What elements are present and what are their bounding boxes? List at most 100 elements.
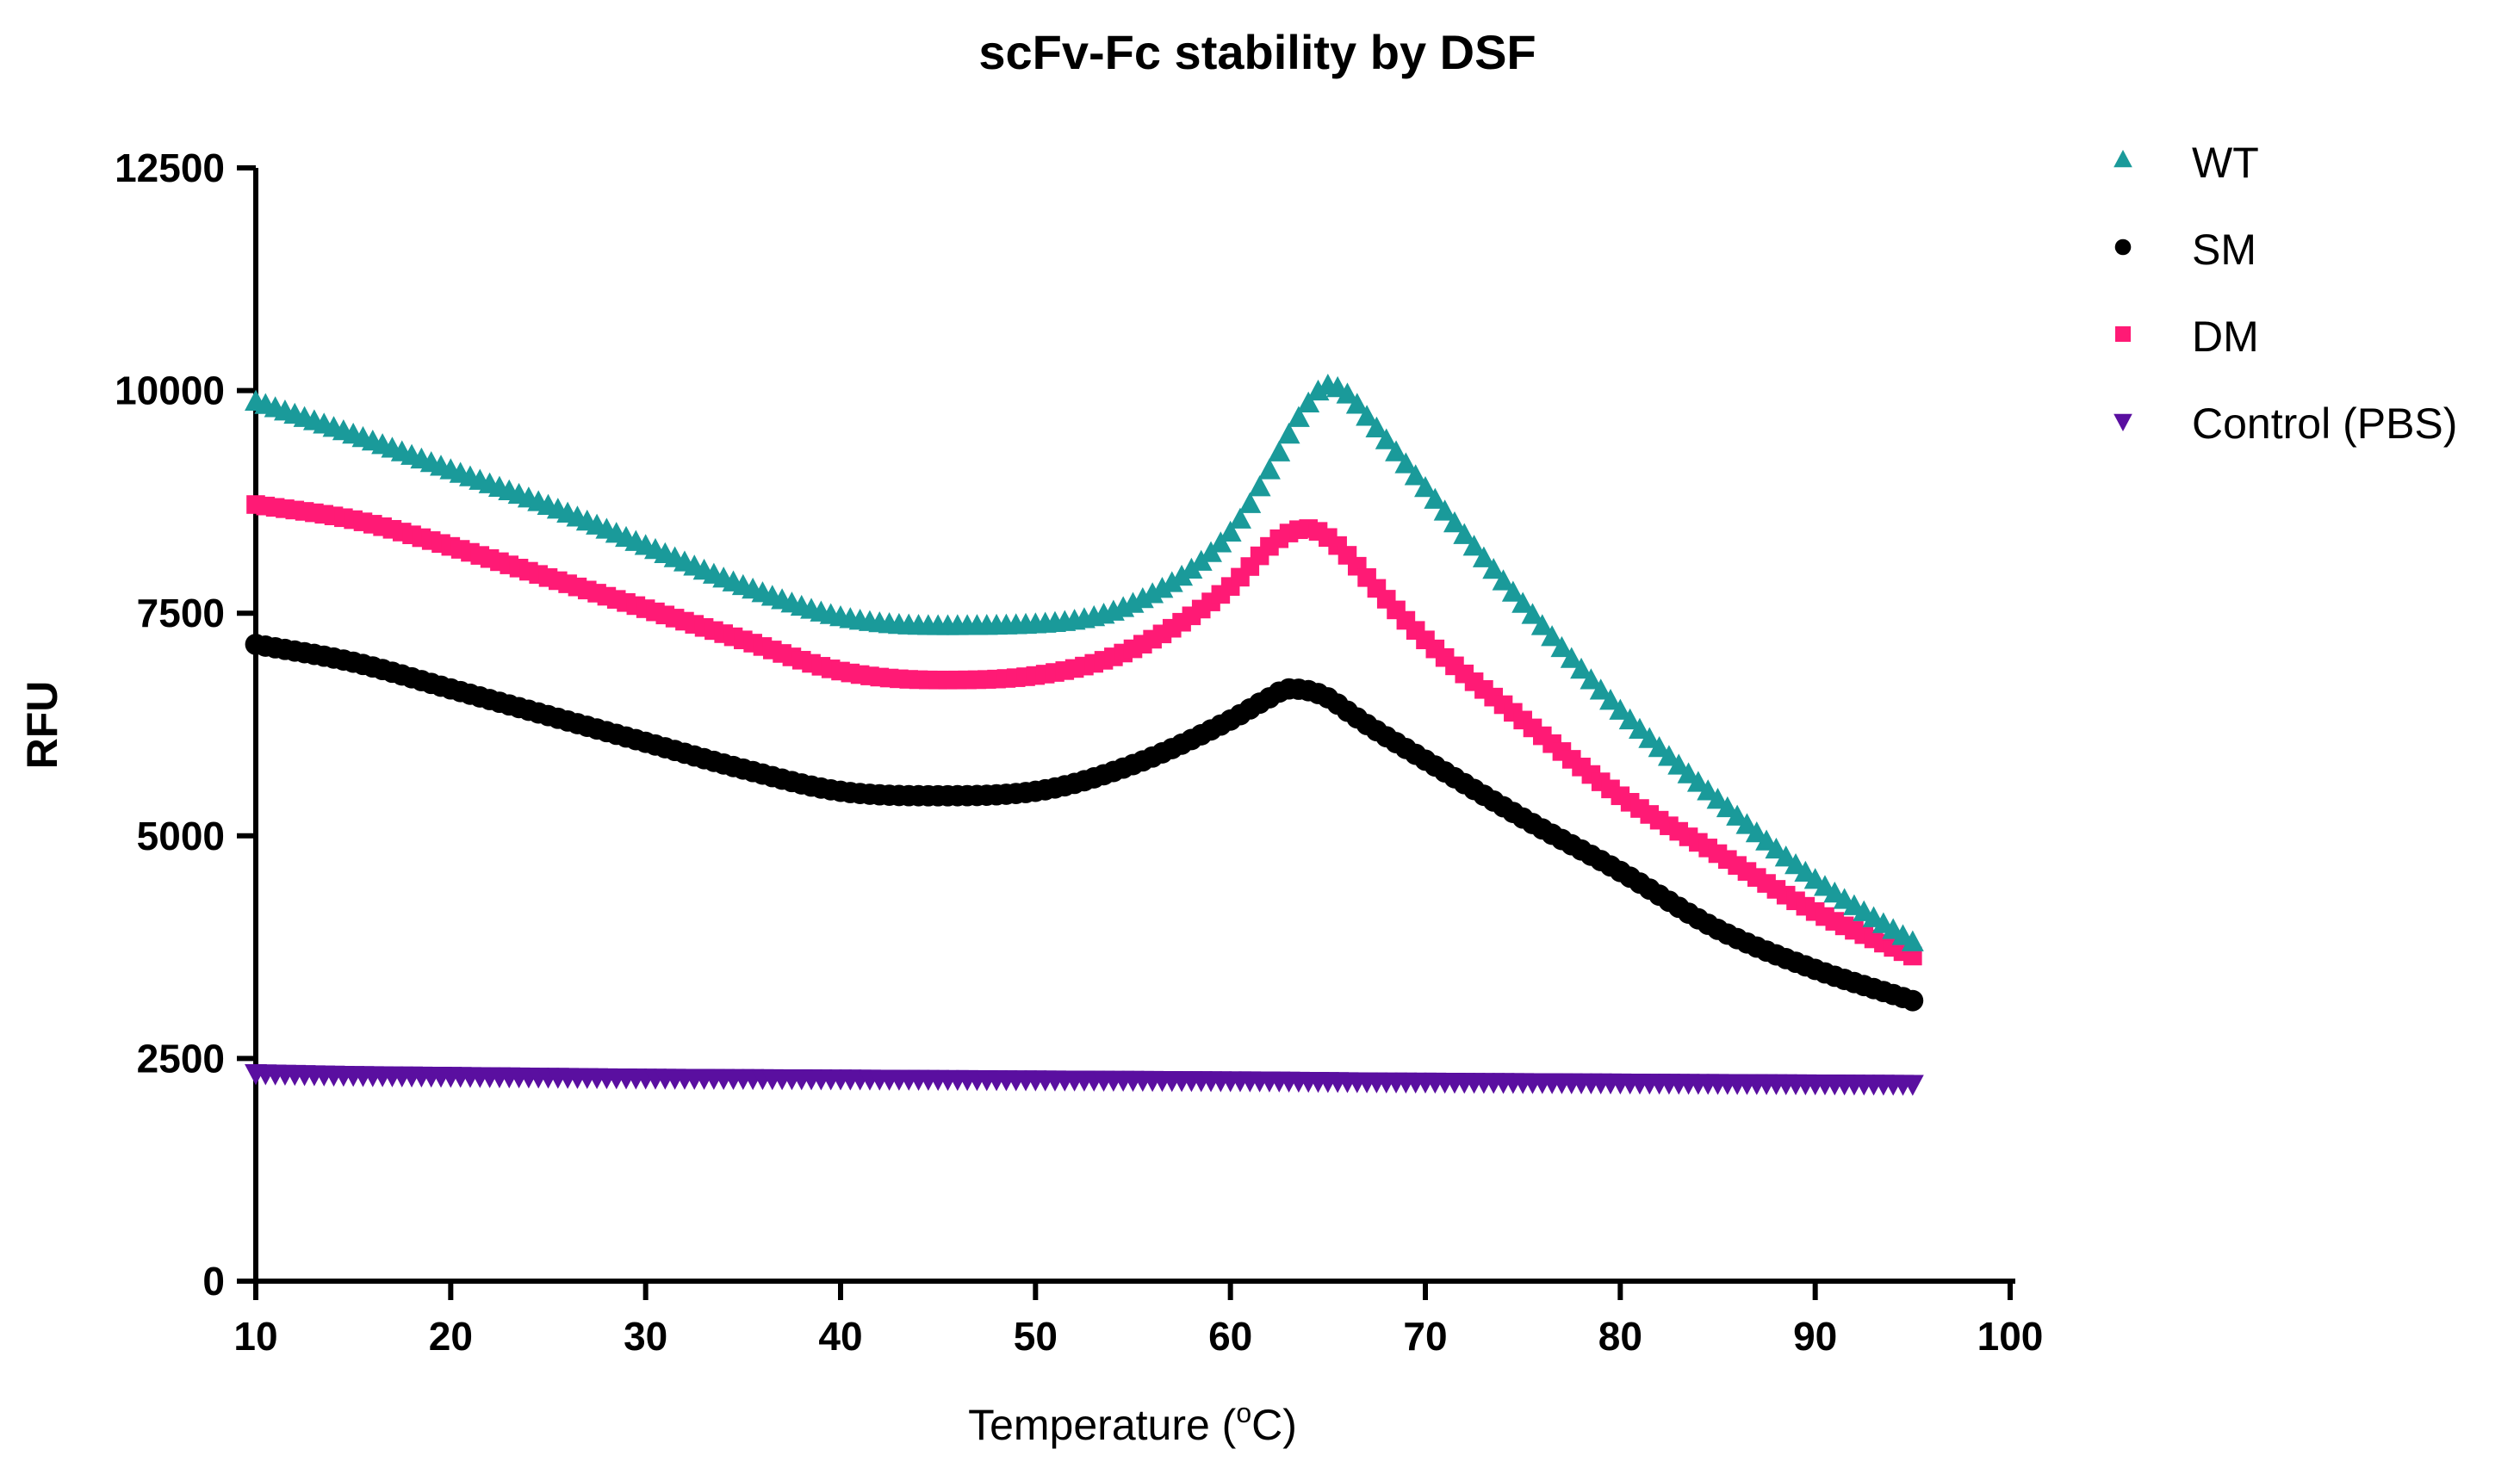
data-point (1453, 523, 1476, 544)
data-point (1375, 428, 1398, 449)
x-tick-label: 50 (1014, 1314, 1058, 1359)
data-point (1667, 753, 1691, 775)
x-tick-label: 30 (624, 1314, 667, 1359)
data-point (1570, 657, 1593, 679)
legend-marker (2115, 326, 2131, 342)
y-tick-label: 0 (202, 1259, 225, 1304)
data-point (1902, 989, 1924, 1012)
data-point (1238, 492, 1262, 513)
data-point (1648, 735, 1671, 758)
data-point (1638, 727, 1661, 748)
data-point (1170, 564, 1194, 586)
data-point (1550, 635, 1573, 658)
x-tick-label: 60 (1208, 1314, 1252, 1359)
data-point (1248, 475, 1271, 497)
series-wt (245, 374, 1924, 951)
data-point (1414, 475, 1437, 498)
y-tick-label: 7500 (137, 591, 225, 635)
data-point (1257, 458, 1281, 480)
data-point (1472, 546, 1495, 567)
data-point (1345, 393, 1369, 414)
data-point (1277, 422, 1300, 444)
data-point (1745, 821, 1768, 843)
x-axis-title-superscript: o (1236, 1397, 1251, 1428)
x-tick-label: 80 (1598, 1314, 1642, 1359)
data-point (1268, 440, 1291, 461)
legend-label: DM (2192, 313, 2259, 361)
legend-item: WT (2113, 139, 2259, 187)
data-point (1356, 405, 1379, 426)
data-point (1336, 382, 1359, 404)
data-point (1903, 946, 1922, 966)
x-axis-title-text: Temperature ( (968, 1401, 1237, 1449)
x-axis-title: Temperature (oC) (968, 1397, 1297, 1449)
legend-label: SM (2192, 226, 2256, 274)
data-point (1560, 647, 1583, 668)
data-point (1686, 771, 1710, 792)
data-point (1735, 813, 1759, 834)
legend-marker (2113, 413, 2132, 431)
x-tick-label: 10 (233, 1314, 277, 1359)
y-axis-title: RFU (18, 681, 66, 770)
data-point (1160, 571, 1183, 592)
legend-item: DM (2115, 313, 2259, 361)
data-point (1229, 507, 1251, 529)
data-point (1365, 416, 1388, 438)
data-point (1385, 440, 1408, 461)
legend-item: Control (PBS) (2113, 399, 2457, 448)
data-point (1901, 1075, 1924, 1096)
data-point (1755, 829, 1778, 851)
legend-label: Control (PBS) (2192, 399, 2457, 448)
series-sm (245, 634, 1924, 1012)
x-tick-label: 20 (429, 1314, 473, 1359)
data-point (1482, 557, 1505, 579)
data-point (1511, 591, 1535, 613)
x-tick-label: 70 (1403, 1314, 1447, 1359)
axes (253, 168, 2015, 1284)
data-point (1677, 762, 1700, 783)
y-tick-label: 10000 (115, 368, 225, 413)
data-point (1530, 614, 1554, 635)
y-ticks: 0 2500 5000 7500 10000 12500 (115, 146, 256, 1304)
data-point (1765, 837, 1788, 859)
x-axis-title-unit: C) (1251, 1401, 1297, 1449)
data-point (1141, 582, 1164, 604)
data-point (1609, 698, 1632, 720)
legend: WT SM DM Control (PBS) (2113, 139, 2457, 448)
data-point (1657, 745, 1680, 766)
data-point (1394, 452, 1418, 474)
plot-series (245, 374, 1924, 1096)
data-point (1404, 464, 1427, 486)
x-tick-label: 40 (818, 1314, 862, 1359)
series-dm (246, 495, 1922, 966)
data-point (1209, 531, 1232, 553)
legend-item: SM (2114, 226, 2256, 274)
data-point (1706, 788, 1729, 809)
data-point (1521, 603, 1544, 624)
data-point (1501, 580, 1524, 602)
data-point (1618, 708, 1642, 730)
data-point (1297, 391, 1320, 413)
legend-label: WT (2192, 139, 2259, 187)
chart-title: scFv-Fc stability by DSF (978, 25, 1536, 79)
data-point (1726, 804, 1749, 826)
data-point (1492, 569, 1515, 591)
data-point (1589, 678, 1612, 700)
data-point (1462, 535, 1486, 556)
data-point (1599, 689, 1622, 710)
data-point (1697, 779, 1720, 801)
data-point (1307, 379, 1330, 401)
data-point (1424, 487, 1447, 509)
data-point (1541, 625, 1564, 647)
x-tick-label: 90 (1793, 1314, 1837, 1359)
legend-marker (2114, 238, 2132, 256)
data-point (1443, 511, 1466, 533)
x-ticks: 10 20 30 40 50 60 70 80 90 100 (233, 1281, 2043, 1359)
data-point (1580, 668, 1603, 690)
data-point (1629, 717, 1651, 740)
y-tick-label: 5000 (137, 814, 225, 858)
series-control-pbs (245, 1064, 1924, 1096)
data-point (1901, 930, 1924, 951)
y-tick-label: 2500 (137, 1036, 225, 1081)
